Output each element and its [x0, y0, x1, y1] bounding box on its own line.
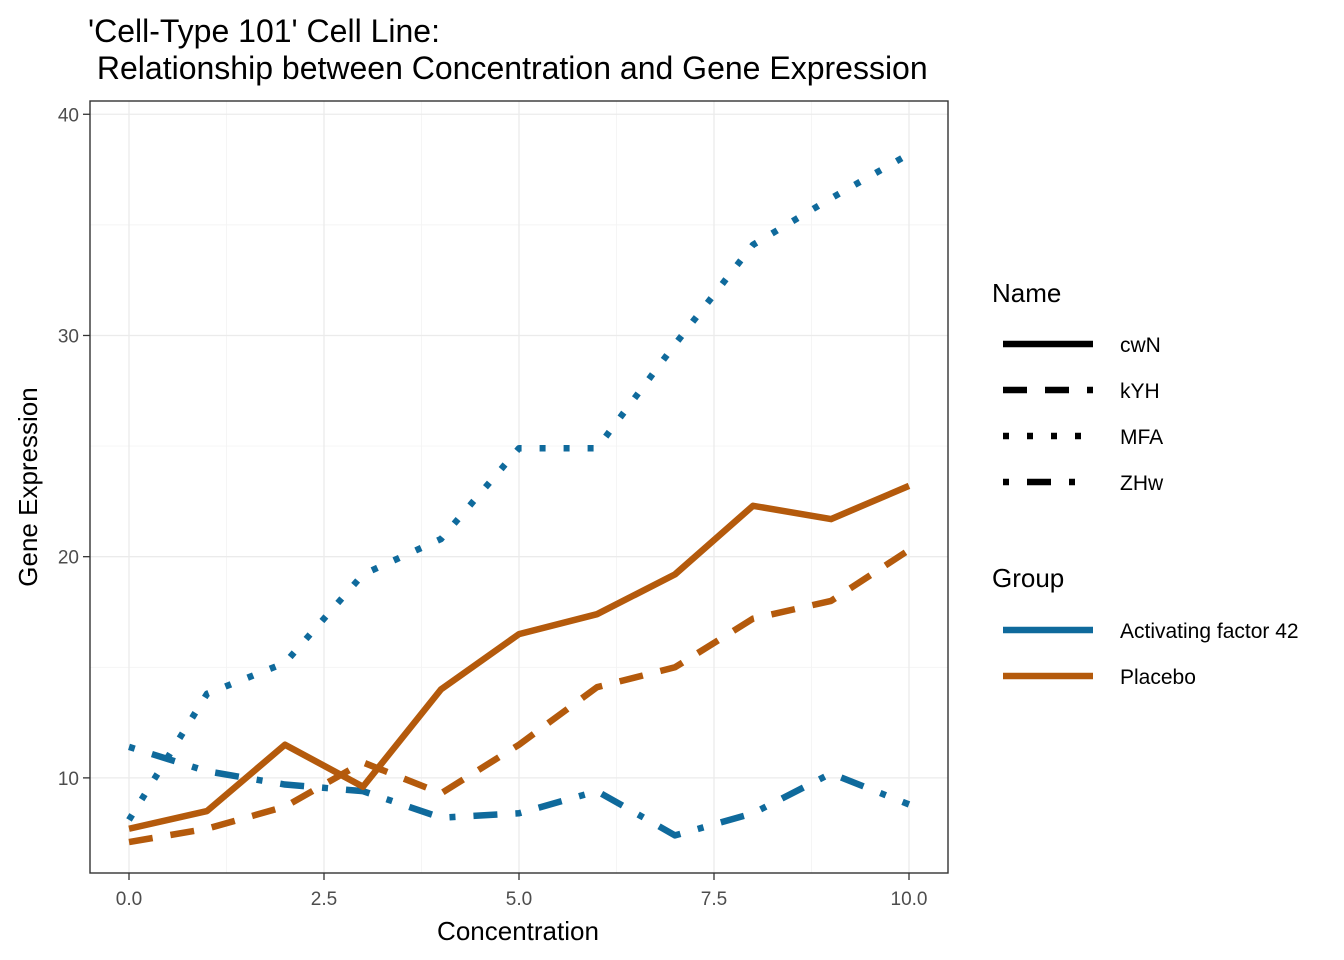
series-layer — [126, 151, 911, 846]
series-line-mfa — [126, 151, 911, 822]
y-tick-label: 40 — [58, 105, 79, 126]
legend-label-zhw: ZHw — [1120, 472, 1164, 495]
x-tick-label: 0.0 — [116, 889, 142, 910]
x-axis-title: Concentration — [437, 916, 599, 946]
y-tick-label: 30 — [58, 326, 79, 347]
legend-label-group: Activating factor 42 — [1120, 620, 1299, 643]
y-axis-title: Gene Expression — [13, 387, 43, 586]
series-line-kyh — [128, 547, 911, 846]
y-tick-label: 20 — [58, 548, 79, 569]
series-line-cwn — [128, 482, 911, 832]
legend-label-kyh: kYH — [1120, 380, 1160, 403]
legend-label-cwn: cwN — [1120, 334, 1161, 357]
chart-title: 'Cell-Type 101' Cell Line: — [88, 13, 440, 49]
legend-label-group: Placebo — [1120, 666, 1196, 689]
legend-label-mfa: MFA — [1120, 426, 1163, 449]
series-line-zhw — [128, 743, 911, 839]
legend-name-title: Name — [992, 278, 1061, 308]
y-tick-label: 10 — [58, 769, 79, 790]
legend: Name Group cwN kYH MFA ZHw Activating factor… — [992, 278, 1299, 689]
x-tick-label: 7.5 — [701, 889, 727, 910]
chart-subtitle: Relationship between Concentration and G… — [88, 50, 928, 86]
x-tick-label: 10.0 — [891, 889, 928, 910]
x-tick-label: 5.0 — [506, 889, 532, 910]
plot-area — [90, 101, 948, 873]
axes: 0.0 2.5 5.0 7.5 10.0 10 20 30 40 — [58, 100, 949, 910]
x-tick-label: 2.5 — [311, 889, 337, 910]
legend-group-title: Group — [992, 563, 1064, 593]
